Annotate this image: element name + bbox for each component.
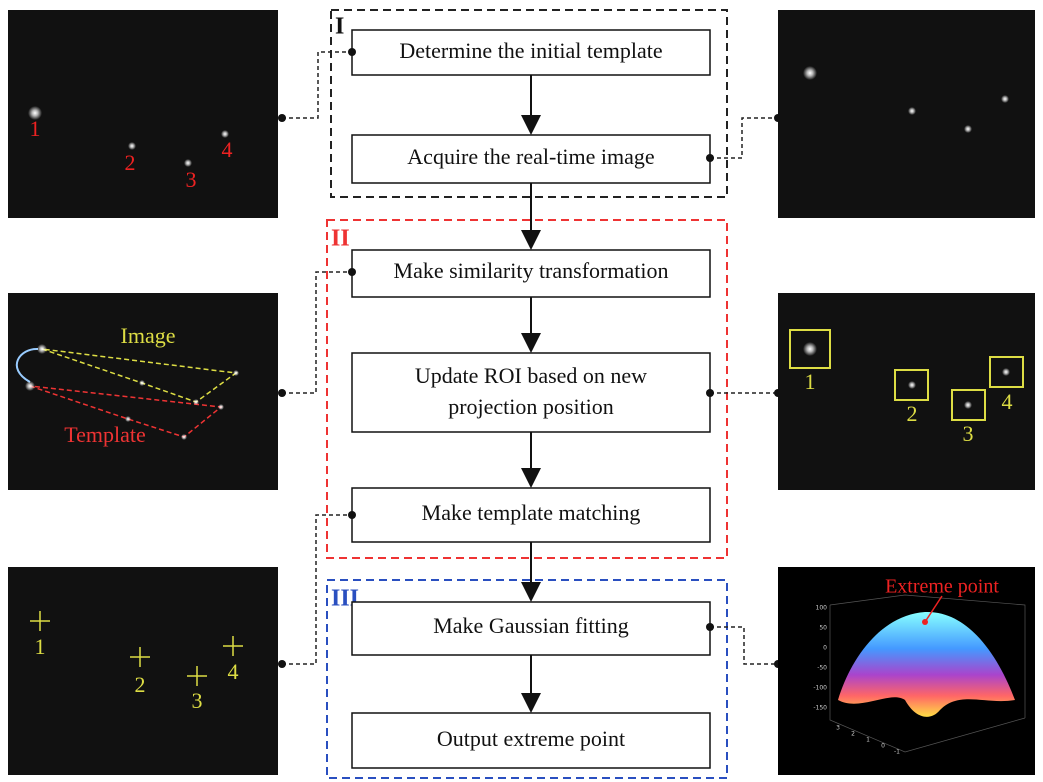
- template-label: Template: [64, 422, 146, 447]
- spot-label: 2: [125, 150, 136, 175]
- step-text: Make Gaussian fitting: [433, 613, 629, 638]
- extreme-dot: [922, 619, 928, 625]
- extreme-label: Extreme point: [885, 576, 999, 598]
- stage-label: II: [331, 226, 350, 252]
- cross-label: 4: [228, 659, 239, 684]
- spot-label: 1: [30, 116, 41, 141]
- cross-label: 2: [135, 672, 146, 697]
- step-text: Make similarity transformation: [394, 258, 669, 283]
- tick-label: -150: [813, 705, 827, 712]
- tick-label: -100: [813, 685, 827, 692]
- spot-label: 4: [222, 137, 233, 162]
- cross-label: 3: [192, 688, 203, 713]
- stage-label: I: [335, 14, 344, 40]
- tick-label: 3: [836, 725, 840, 732]
- star-image: [778, 293, 1035, 490]
- tick-label: 1: [866, 737, 870, 744]
- step-text: Determine the initial template: [399, 38, 662, 63]
- tick-label: -50: [817, 665, 827, 672]
- roi-label: 1: [805, 369, 816, 394]
- tick-label: 2: [851, 731, 855, 738]
- step-text: projection position: [448, 394, 614, 419]
- star-image: [778, 10, 1035, 218]
- tick-label: 0: [823, 645, 827, 652]
- roi-label: 2: [907, 401, 918, 426]
- roi-label: 3: [963, 421, 974, 446]
- tick-label: -1: [894, 749, 900, 756]
- tick-label: 50: [819, 625, 827, 632]
- step-text: Acquire the real-time image: [407, 144, 654, 169]
- spot-label: 3: [186, 167, 197, 192]
- tick-label: 100: [816, 605, 828, 612]
- step-text: Update ROI based on new: [415, 363, 647, 388]
- step-text: Make template matching: [422, 500, 641, 525]
- step-text: Output extreme point: [437, 726, 625, 751]
- cross-label: 1: [35, 634, 46, 659]
- flowchart: I II III Determine the initial template …: [0, 0, 1043, 782]
- tick-label: 0: [881, 743, 885, 750]
- image-label: Image: [121, 323, 176, 348]
- star-image: [8, 10, 278, 218]
- roi-label: 4: [1002, 389, 1013, 414]
